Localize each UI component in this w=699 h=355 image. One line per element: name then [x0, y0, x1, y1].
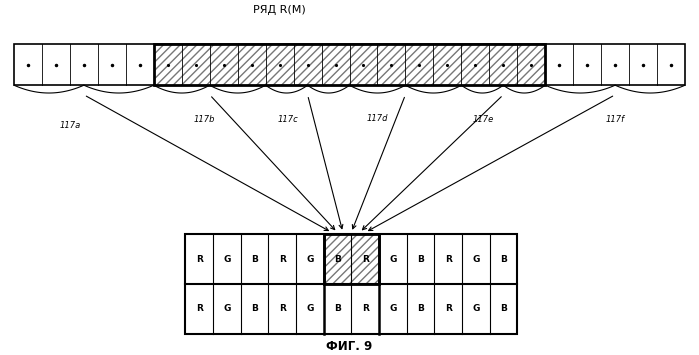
Text: G: G — [223, 255, 231, 264]
Text: G: G — [306, 304, 313, 313]
Text: 117a: 117a — [59, 121, 80, 130]
Bar — [154, 44, 545, 85]
Text: R: R — [196, 255, 203, 264]
Text: R: R — [196, 304, 203, 313]
Text: G: G — [389, 255, 396, 264]
Text: B: B — [251, 255, 258, 264]
Text: B: B — [417, 304, 424, 313]
Text: G: G — [306, 255, 313, 264]
Text: R: R — [445, 255, 452, 264]
Text: 117b: 117b — [194, 115, 215, 124]
Bar — [351, 234, 379, 284]
Text: G: G — [389, 304, 396, 313]
Bar — [324, 234, 351, 284]
Text: R: R — [361, 304, 368, 313]
Text: B: B — [500, 255, 507, 264]
Text: РЯД R(M): РЯД R(M) — [253, 5, 306, 15]
Text: B: B — [500, 304, 507, 313]
Text: B: B — [334, 255, 341, 264]
Text: 117c: 117c — [278, 115, 298, 124]
Text: G: G — [472, 304, 480, 313]
Bar — [324, 234, 379, 284]
Text: R: R — [279, 304, 285, 313]
Text: B: B — [417, 255, 424, 264]
Text: B: B — [251, 304, 258, 313]
Bar — [14, 44, 685, 85]
Bar — [185, 234, 517, 334]
Text: G: G — [472, 255, 480, 264]
Bar — [154, 44, 545, 85]
Text: R: R — [361, 255, 368, 264]
Text: 117f: 117f — [605, 115, 625, 124]
Text: 117e: 117e — [473, 115, 494, 124]
Text: 117d: 117d — [367, 114, 388, 122]
Text: G: G — [223, 304, 231, 313]
Text: R: R — [445, 304, 452, 313]
Bar — [351, 234, 379, 284]
Text: ФИГ. 9: ФИГ. 9 — [326, 340, 373, 353]
Text: R: R — [279, 255, 285, 264]
Text: B: B — [334, 304, 341, 313]
Bar — [324, 234, 351, 284]
